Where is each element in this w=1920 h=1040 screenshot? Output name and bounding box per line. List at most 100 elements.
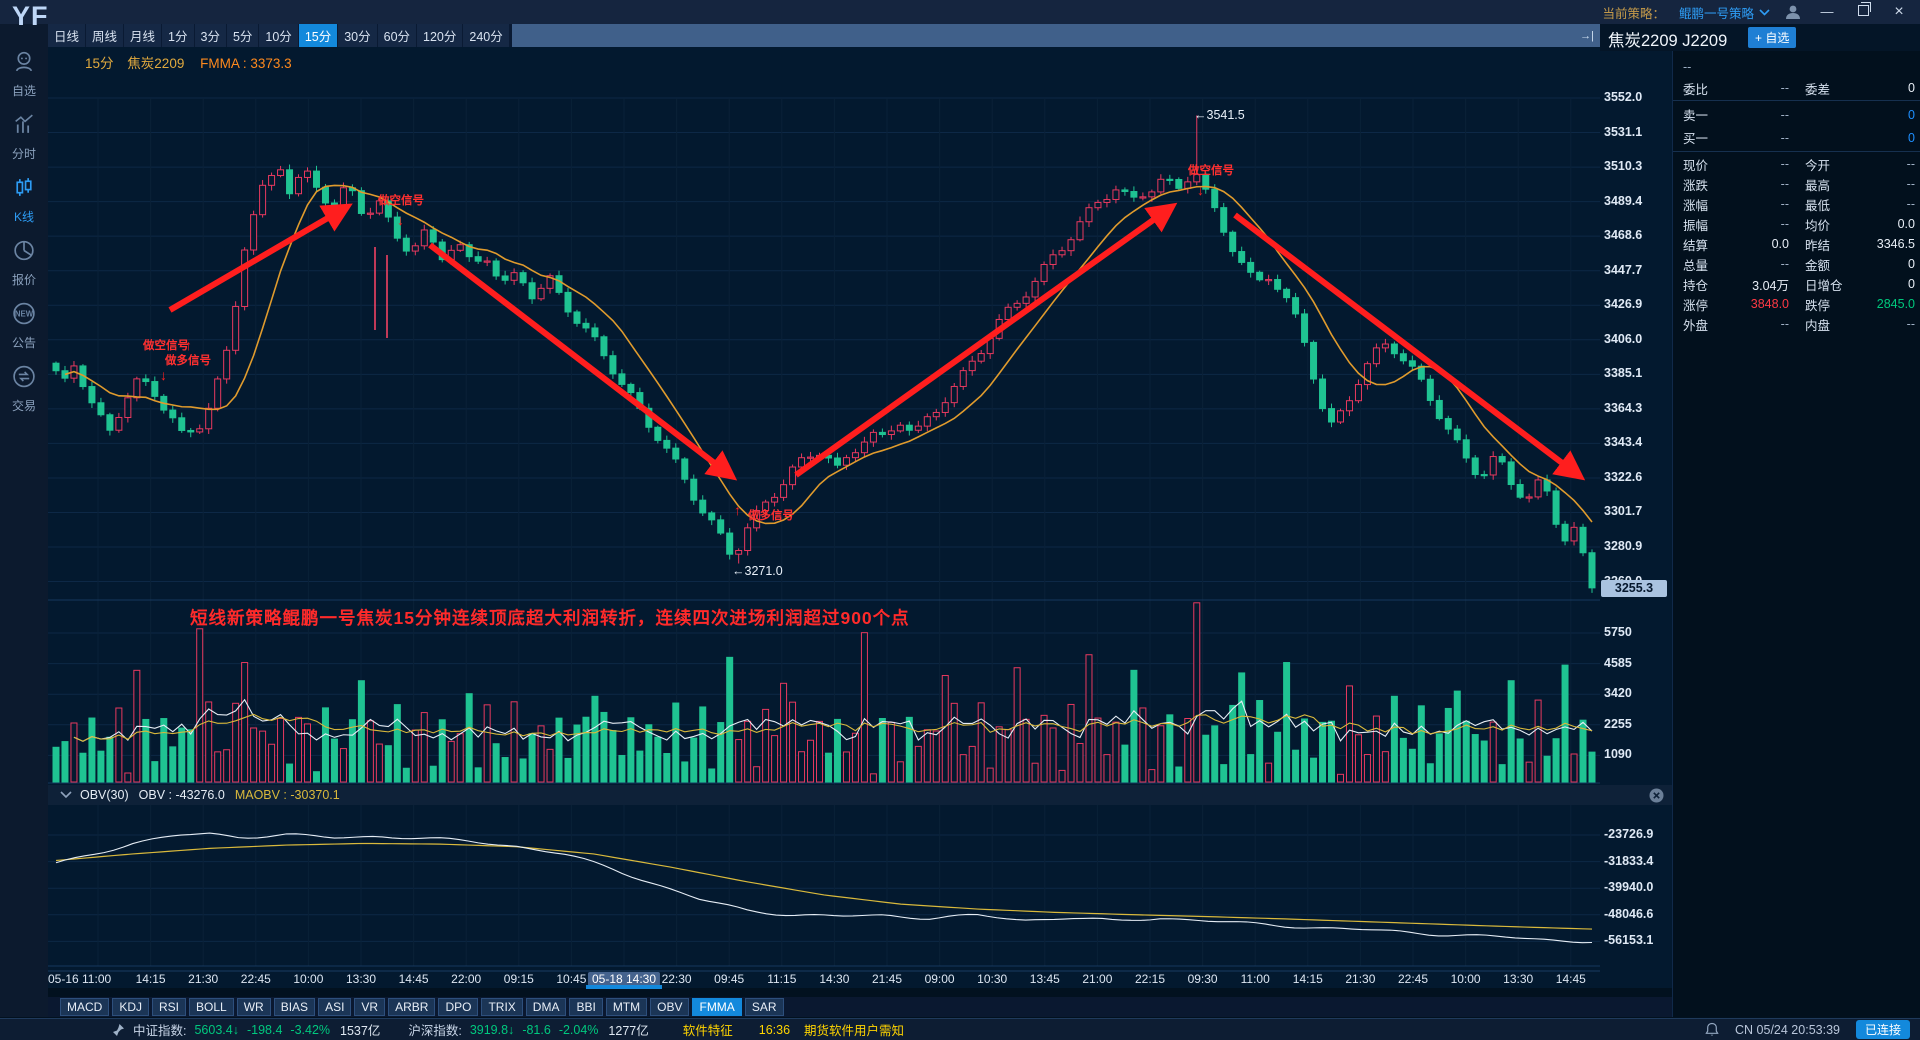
timeframe-tab-3分[interactable]: 3分 bbox=[194, 24, 226, 47]
quote-row: 持仓 3.04万 日增仓 0 bbox=[1673, 274, 1920, 294]
left-sidebar: 自选分时 K线报价 NEW 公告交易 bbox=[0, 24, 48, 1017]
sidebar-item-自选[interactable]: 自选 bbox=[0, 42, 48, 105]
chart-area[interactable]: 15分 焦炭2209 FMMA : 3373.3 做空信号 做多信号 做空信号 做多信… bbox=[48, 47, 1672, 989]
tab-bar-filler: →| bbox=[511, 24, 1600, 47]
quote-value: -- bbox=[1780, 177, 1789, 191]
indicator-tab-trix[interactable]: TRIX bbox=[481, 998, 523, 1016]
quote-label: 振幅 bbox=[1683, 218, 1709, 233]
quote-row: 涨停 3848.0 跌停 2845.0 bbox=[1673, 294, 1920, 314]
volume-tick-label: 4585 bbox=[1604, 655, 1632, 670]
sidebar-item-label: K线 bbox=[13, 209, 34, 224]
connection-status-badge[interactable]: 已连接 bbox=[1855, 1020, 1910, 1039]
timeframe-tab-240分[interactable]: 240分 bbox=[463, 24, 509, 47]
announcement-new-icon: NEW bbox=[11, 301, 37, 331]
time-tick-label: 13:45 bbox=[1029, 972, 1060, 986]
window-minimize-button[interactable]: — bbox=[1820, 4, 1834, 19]
quote-placeholder: -- bbox=[1683, 60, 1692, 74]
timeframe-tab-60分[interactable]: 60分 bbox=[377, 24, 417, 47]
price-tick-label: 3468.6 bbox=[1604, 228, 1643, 243]
maobv-value-label: MAOBV : -30370.1 bbox=[234, 788, 340, 802]
obv-tick-label: -39940.0 bbox=[1604, 880, 1654, 895]
quote-label: 总量 bbox=[1683, 258, 1709, 273]
timeframe-tab-30分[interactable]: 30分 bbox=[338, 24, 377, 47]
price-tick-label: 3489.4 bbox=[1604, 193, 1643, 208]
status-item: -198.4 bbox=[246, 1022, 283, 1037]
indicator-tab-bbi[interactable]: BBI bbox=[569, 998, 603, 1016]
indicator-tab-bar: MACD KDJ RSI BOLL WR BIAS ASI VR ARBR DPO TRIX DMA B… bbox=[48, 997, 1672, 1017]
indicator-tab-mtm[interactable]: MTM bbox=[605, 998, 648, 1016]
quote-row: 振幅 -- 均价 0.0 bbox=[1673, 214, 1920, 234]
user-account-icon[interactable] bbox=[1784, 4, 1802, 20]
sidebar-item-K线[interactable]: K线 bbox=[0, 168, 48, 231]
timeframe-tab-15分[interactable]: 15分 bbox=[298, 24, 338, 47]
chart-period-label: 15分 bbox=[85, 56, 114, 71]
price-tick-label: 3280.9 bbox=[1604, 539, 1643, 554]
obv-close-icon[interactable] bbox=[1649, 788, 1664, 803]
indicator-tab-sar[interactable]: SAR bbox=[744, 998, 784, 1016]
timeframe-tab-1分[interactable]: 1分 bbox=[162, 24, 194, 47]
time-tick-label: 10:30 bbox=[977, 972, 1008, 986]
indicator-tab-bias[interactable]: BIAS bbox=[273, 998, 316, 1016]
time-tick-label: 14:30 bbox=[819, 972, 850, 986]
time-highlight-bar bbox=[586, 985, 662, 989]
add-watchlist-button[interactable]: + 自选 bbox=[1748, 27, 1797, 48]
quote-value: -- bbox=[1780, 257, 1789, 271]
time-tick-label: 09:45 bbox=[714, 972, 745, 986]
sidebar-item-label: 分时 bbox=[11, 146, 36, 161]
volume-tick-label: 5750 bbox=[1604, 625, 1632, 639]
indicator-tab-dma[interactable]: DMA bbox=[525, 998, 567, 1016]
sidebar-item-报价[interactable]: 报价 bbox=[0, 231, 48, 294]
sidebar-item-label: 报价 bbox=[11, 272, 36, 287]
sidebar-item-分时[interactable]: 分时 bbox=[0, 105, 48, 168]
timeframe-tab-120分[interactable]: 120分 bbox=[417, 24, 463, 47]
quote-value: -- bbox=[1780, 197, 1789, 211]
obv-tick-label: -23726.9 bbox=[1604, 827, 1654, 841]
timeframe-tab-10分[interactable]: 10分 bbox=[259, 24, 298, 47]
quote-panel: -- 委比 -- 委差 0 卖一 -- 0 买一 -- 0 现价 -- 今开 -- 涨跌 -- 最高 -- 涨幅 -- 最… bbox=[1672, 24, 1920, 1017]
indicator-tab-macd[interactable]: MACD bbox=[60, 998, 110, 1016]
chart-annotation: 做空信号 bbox=[1187, 163, 1234, 177]
indicator-tab-obv[interactable]: OBV bbox=[650, 998, 690, 1016]
sidebar-item-label: 交易 bbox=[11, 398, 36, 413]
indicator-tab-asi[interactable]: ASI bbox=[318, 998, 352, 1016]
price-axis: 3552.0 3531.1 3510.3 3489.4 3468.6 3447.7 3426… bbox=[1600, 47, 1672, 988]
indicator-tab-arbr[interactable]: ARBR bbox=[388, 998, 436, 1016]
price-tick-label: 3426.9 bbox=[1604, 297, 1643, 312]
timeframe-tab-日线[interactable]: 日线 bbox=[48, 24, 86, 47]
indicator-tab-kdj[interactable]: KDJ bbox=[112, 998, 150, 1016]
timeframe-tab-周线[interactable]: 周线 bbox=[86, 24, 124, 47]
sidebar-item-公告[interactable]: NEW 公告 bbox=[0, 294, 48, 357]
quote-label: 最低 bbox=[1805, 198, 1831, 213]
bell-icon[interactable] bbox=[1705, 1022, 1719, 1037]
indicator-tab-boll[interactable]: BOLL bbox=[189, 998, 234, 1016]
indicator-tab-dpo[interactable]: DPO bbox=[438, 998, 479, 1016]
time-tick-label: 14:15 bbox=[1292, 972, 1323, 986]
indicator-tab-wr[interactable]: WR bbox=[236, 998, 271, 1016]
quote-value: -- bbox=[1906, 197, 1915, 211]
status-item: -81.6 bbox=[522, 1022, 551, 1037]
indicator-tab-rsi[interactable]: RSI bbox=[152, 998, 187, 1016]
window-restore-button[interactable] bbox=[1852, 1, 1874, 23]
time-tick-label: 22:45 bbox=[240, 972, 271, 986]
pin-icon[interactable] bbox=[112, 1023, 125, 1037]
indicator-tab-vr[interactable]: VR bbox=[354, 998, 386, 1016]
quote-separator bbox=[1673, 151, 1920, 152]
indicator-tab-fmma[interactable]: FMMA bbox=[692, 998, 742, 1016]
window-close-button[interactable]: × bbox=[1894, 3, 1904, 20]
time-tick-label: 14:15 bbox=[135, 972, 166, 986]
strategy-name: 鲲鹏一号策略 bbox=[1678, 6, 1754, 21]
quote-value: 2845.0 bbox=[1876, 297, 1915, 311]
timeframe-tab-月线[interactable]: 月线 bbox=[124, 24, 162, 47]
price-tick-label: 3343.4 bbox=[1604, 435, 1643, 450]
trend-arrow bbox=[168, 203, 353, 313]
sidebar-item-交易[interactable]: 交易 bbox=[0, 357, 48, 420]
price-tick-label: 3301.7 bbox=[1604, 504, 1643, 519]
trend-arrow bbox=[794, 202, 1178, 478]
chevron-down-icon[interactable] bbox=[60, 791, 72, 799]
quote-value: 0.0 bbox=[1771, 237, 1789, 251]
time-tick-label: 14:45 bbox=[1555, 972, 1586, 986]
collapse-panel-icon[interactable]: →| bbox=[1580, 29, 1594, 42]
timeframe-tab-5分[interactable]: 5分 bbox=[226, 24, 259, 47]
strategy-dropdown[interactable]: 鲲鹏一号策略 bbox=[1679, 3, 1770, 22]
chart-symbol-label: 焦炭2209 bbox=[127, 56, 185, 71]
